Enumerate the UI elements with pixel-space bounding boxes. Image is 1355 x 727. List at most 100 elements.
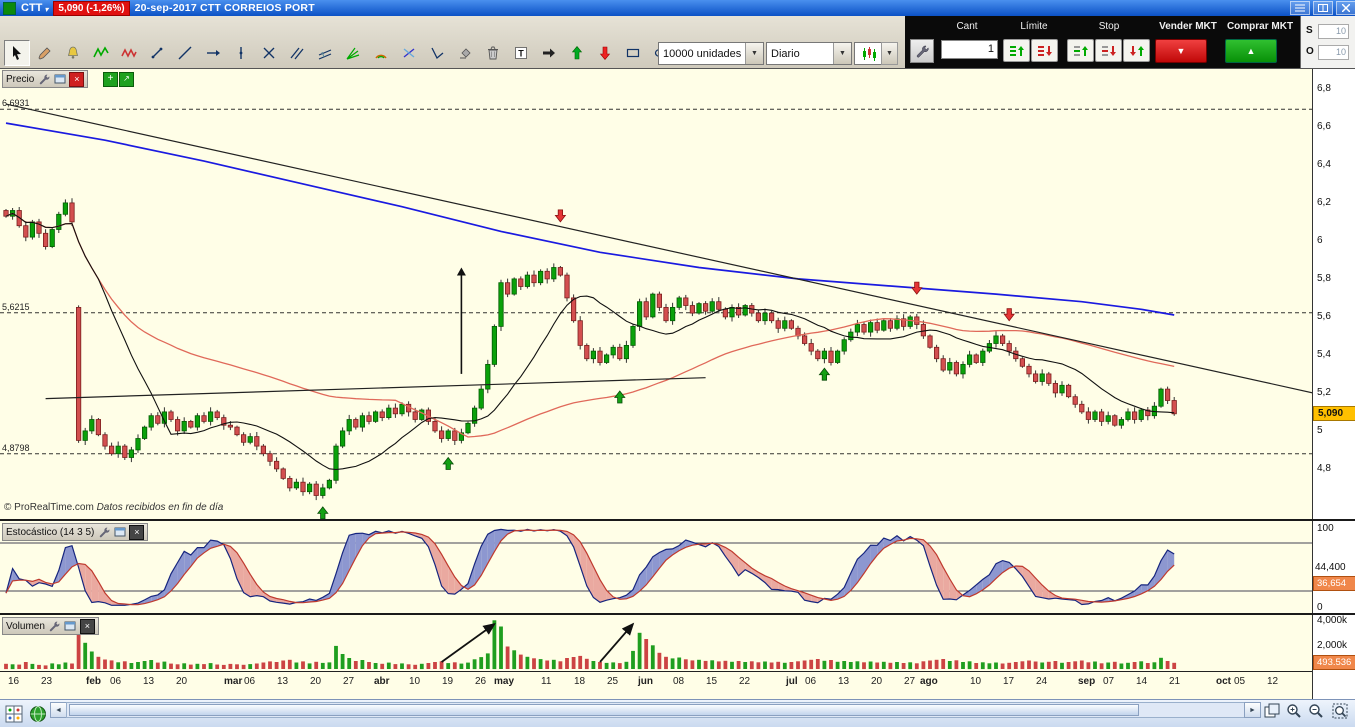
price-pane[interactable]: Precio 6,6931 5,6215 4,8798 © ProRealTime.… <box>0 68 1313 520</box>
chart-style-dropdown[interactable] <box>881 42 898 65</box>
buy-side-label: O <box>1306 46 1314 57</box>
zigzag2-indicator-tool[interactable] <box>116 40 142 66</box>
time-axis-label: 20 <box>176 676 188 687</box>
zoom-in-icon[interactable] <box>1284 702 1304 719</box>
time-axis-label: 07 <box>1103 676 1115 687</box>
time-axis-label: 13 <box>143 676 155 687</box>
volume-pane[interactable]: Volumen <box>0 615 1312 671</box>
buy-arrow-icon: ▲ <box>1246 46 1256 56</box>
window-close-icon[interactable] <box>1336 1 1355 15</box>
stop-label: Stop <box>1098 21 1120 32</box>
symbol-selector[interactable]: CTT <box>21 0 48 17</box>
scroll-left-button[interactable] <box>50 702 67 718</box>
close-pane-icon[interactable] <box>79 618 95 634</box>
time-axis-label: 20 <box>310 676 322 687</box>
quantity-input[interactable]: 1 <box>941 40 998 59</box>
buy-mkt-label: Comprar MKT <box>1226 21 1294 32</box>
sell-limit-button[interactable] <box>1031 39 1058 62</box>
detach-window-icon[interactable] <box>53 73 66 86</box>
detach-window-icon[interactable] <box>113 526 126 539</box>
text-tool[interactable]: T <box>508 40 534 66</box>
time-axis-month-label: jul <box>786 676 798 687</box>
zoom-out-icon[interactable] <box>1306 702 1326 719</box>
fan-lines-tool[interactable] <box>340 40 366 66</box>
sell-market-button[interactable]: ▼ <box>1155 39 1207 63</box>
zoom-fit-icon[interactable] <box>1330 702 1350 719</box>
window-frames-icon[interactable] <box>1262 702 1282 719</box>
eraser-tool[interactable] <box>452 40 478 66</box>
arrow-up-tool[interactable] <box>564 40 590 66</box>
time-axis-label: 27 <box>343 676 355 687</box>
units-dropdown[interactable]: 10000 unidades <box>658 42 764 65</box>
pencil-tool[interactable] <box>32 40 58 66</box>
trailing-stop-button[interactable] <box>1123 39 1150 62</box>
sell-side-label: S <box>1306 25 1313 36</box>
buy-stop-button[interactable] <box>1067 39 1094 62</box>
delete-all-tool[interactable] <box>480 40 506 66</box>
indicator-settings-icon[interactable] <box>97 526 110 539</box>
stochastic-pane[interactable]: Estocástico (14 3 5) <box>0 521 1312 613</box>
price-pane-header: Precio <box>2 70 89 88</box>
workspace-icon[interactable] <box>3 703 25 725</box>
price-axis-label: 5,4 <box>1317 348 1331 360</box>
line-tool[interactable] <box>172 40 198 66</box>
window-layout-icon[interactable] <box>1313 1 1333 15</box>
scroll-right-button[interactable] <box>1244 702 1261 718</box>
price-axis-label: 5,2 <box>1317 386 1331 398</box>
volume-chart[interactable] <box>0 615 1312 671</box>
window-menu-icon[interactable] <box>1290 1 1310 15</box>
copyright: © ProRealTime.com Datos recibidos en fin… <box>4 502 223 513</box>
arrow-down-tool[interactable] <box>592 40 618 66</box>
volume-readout: 493.536 <box>1313 655 1355 670</box>
pane-separator[interactable] <box>0 519 1355 521</box>
scrollbar-thumb[interactable] <box>69 704 1139 716</box>
time-axis-month-label: abr <box>374 676 390 687</box>
chart-style-button[interactable] <box>854 42 883 65</box>
scrollbar-track[interactable] <box>66 702 1245 718</box>
cursor-tool[interactable] <box>4 40 30 66</box>
time-axis[interactable]: 16 23 feb 06 13 20 mar 06 13 20 27 abr 10 19 26 may 11 18… <box>0 671 1312 700</box>
time-axis-month-label: feb <box>86 676 101 687</box>
parallel-lines-tool[interactable] <box>284 40 310 66</box>
close-pane-icon[interactable] <box>69 71 85 87</box>
pane-separator[interactable] <box>0 613 1355 615</box>
detach-window-icon[interactable] <box>64 620 77 633</box>
stoch-axis-bottom-label: 0 <box>1317 602 1323 613</box>
stochastic-chart[interactable] <box>0 521 1312 613</box>
indicator-settings-icon[interactable] <box>37 73 50 86</box>
indicator-settings-icon[interactable] <box>48 620 61 633</box>
order-settings-button[interactable] <box>910 39 934 63</box>
level-label: 5,6215 <box>2 301 30 312</box>
add-indicator-icon[interactable] <box>103 72 118 87</box>
buy-limit-button[interactable] <box>1003 39 1030 62</box>
globe-icon[interactable] <box>27 703 49 725</box>
sell-size-field[interactable]: 10 <box>1318 24 1349 39</box>
channel-tool[interactable] <box>312 40 338 66</box>
close-pane-icon[interactable] <box>129 524 145 540</box>
level-label: 4,8798 <box>2 442 30 453</box>
buy-size-field[interactable]: 10 <box>1318 45 1349 60</box>
angle-tool[interactable] <box>424 40 450 66</box>
vertical-line-tool[interactable] <box>228 40 254 66</box>
quote-badge: 5,090 (-1,26%) <box>53 0 130 16</box>
rectangle-tool[interactable] <box>620 40 646 66</box>
time-axis-label: 26 <box>475 676 487 687</box>
arcs-tool[interactable] <box>368 40 394 66</box>
crossed-lines-tool[interactable] <box>256 40 282 66</box>
price-axis[interactable]: 5,090 100 44,400 36,654 0 4,000k 2,000k … <box>1312 68 1355 699</box>
expand-pane-icon[interactable] <box>119 72 134 87</box>
sell-stop-button[interactable] <box>1095 39 1122 62</box>
cross-cursor-tool[interactable] <box>396 40 422 66</box>
price-axis-label: 6,8 <box>1317 82 1331 94</box>
zigzag-indicator-tool[interactable] <box>88 40 114 66</box>
stoch-k-readout: 44,400 <box>1315 562 1346 573</box>
horizontal-ray-tool[interactable] <box>200 40 226 66</box>
alarm-tool[interactable] <box>60 40 86 66</box>
period-dropdown[interactable]: Diario <box>766 42 852 65</box>
time-axis-label: 06 <box>805 676 817 687</box>
segment-tool[interactable] <box>144 40 170 66</box>
buy-market-button[interactable]: ▲ <box>1225 39 1277 63</box>
arrow-right-tool[interactable] <box>536 40 562 66</box>
price-chart[interactable] <box>0 68 1313 520</box>
pane-title: Precio <box>6 73 35 85</box>
